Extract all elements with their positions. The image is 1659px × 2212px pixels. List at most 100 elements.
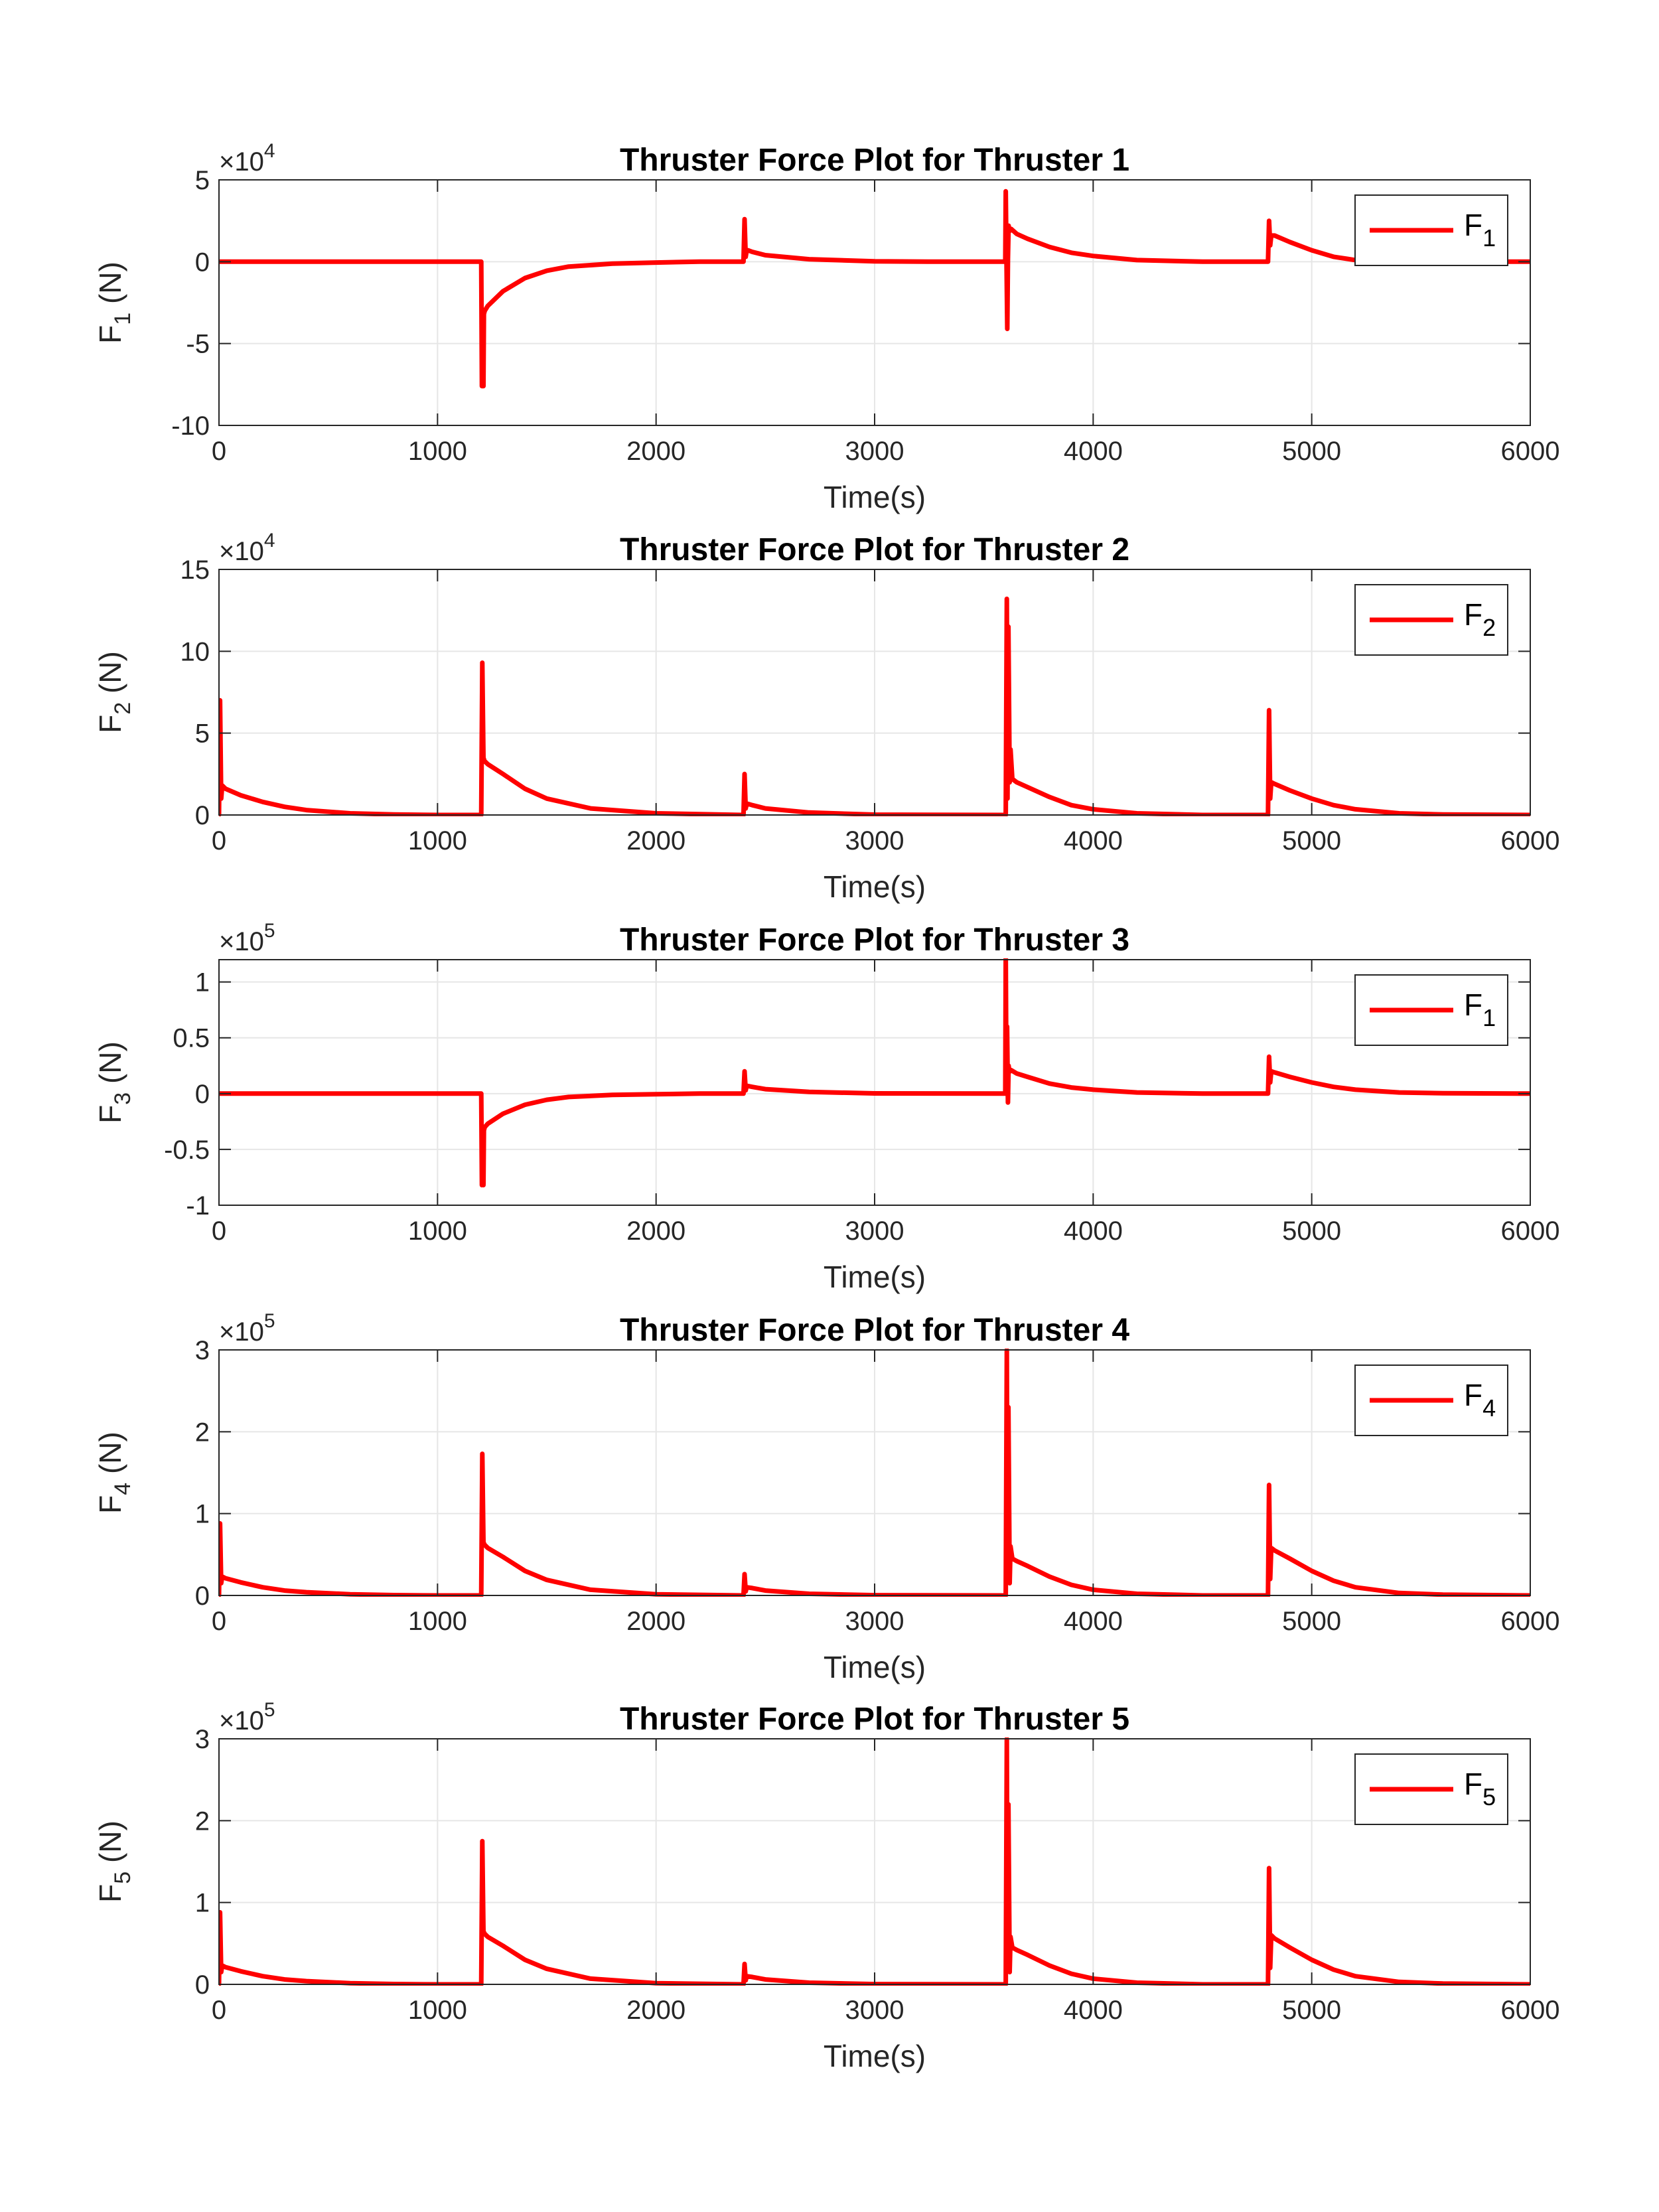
x-tick-label: 1000 <box>408 826 467 855</box>
chart-title: Thruster Force Plot for Thruster 4 <box>620 1313 1129 1348</box>
multiplier-base: ×10 <box>219 1317 264 1347</box>
y-tick-label: 1 <box>195 1500 210 1529</box>
chart-title: Thruster Force Plot for Thruster 1 <box>620 143 1129 178</box>
legend-label-main: F <box>1464 208 1482 242</box>
subplot-4: 0 1000 2000 3000 4000 5000 6000 0 1 2 3 ×105 Thruste… <box>93 1310 1559 1684</box>
y-tick-label: 5 <box>195 719 210 749</box>
y-tick-label: 10 <box>180 637 210 666</box>
legend: F4 <box>1354 1364 1508 1436</box>
x-tick-label: 0 <box>212 1996 226 2025</box>
x-tick-label: 4000 <box>1064 826 1123 855</box>
y-label-subscript: 4 <box>110 1483 135 1495</box>
legend-label-main: F <box>1464 1767 1482 1801</box>
x-tick-label: 6000 <box>1501 437 1560 466</box>
y-label-subscript: 2 <box>110 702 135 715</box>
y-axis-label: F4 (N) <box>93 1432 135 1514</box>
legend-label-subscript: 2 <box>1482 614 1496 641</box>
x-tick-label: 3000 <box>845 826 904 855</box>
chart-title: Thruster Force Plot for Thruster 5 <box>620 1702 1129 1737</box>
x-tick-label: 6000 <box>1501 1217 1560 1246</box>
y-tick-label: 15 <box>180 555 210 585</box>
x-tick-label: 5000 <box>1282 1996 1341 2025</box>
x-axis-label: Time(s) <box>824 1650 926 1684</box>
subplot-1: 0 1000 2000 3000 4000 5000 6000 -10 -5 0 5 ×104 Thru… <box>93 140 1559 514</box>
y-label-subscript: 5 <box>110 1872 135 1884</box>
y-tick-label: 3 <box>195 1336 210 1365</box>
y-label-unit: (N) <box>93 1820 127 1872</box>
x-tick-label: 0 <box>212 826 226 855</box>
y-tick-label: 2 <box>195 1806 210 1836</box>
y-tick-label: -5 <box>186 330 210 359</box>
legend-label: F5 <box>1464 1767 1496 1810</box>
x-tick-label: 4000 <box>1064 437 1123 466</box>
legend-label: F1 <box>1464 988 1496 1031</box>
multiplier-base: ×10 <box>219 147 264 177</box>
y-tick-label: 0 <box>195 1582 210 1611</box>
x-tick-label: 0 <box>212 437 226 466</box>
legend: F1 <box>1354 194 1508 266</box>
x-tick-label: 3000 <box>845 1607 904 1636</box>
x-tick-label: 6000 <box>1501 1607 1560 1636</box>
legend-label: F2 <box>1464 597 1496 641</box>
axis-multiplier: ×105 <box>219 1699 275 1735</box>
y-label-unit: (N) <box>93 1432 127 1483</box>
x-axis-label: Time(s) <box>824 869 926 904</box>
y-label-main: F <box>93 1495 127 1514</box>
y-axis-label: F3 (N) <box>93 1041 135 1124</box>
y-label-unit: (N) <box>93 261 127 313</box>
x-tick-label: 5000 <box>1282 826 1341 855</box>
multiplier-exponent: 4 <box>264 530 275 552</box>
y-label-main: F <box>93 1884 127 1903</box>
y-tick-label: 0.5 <box>173 1024 210 1053</box>
legend-label-main: F <box>1464 1378 1482 1412</box>
y-label-main: F <box>93 1105 127 1124</box>
legend-label-subscript: 5 <box>1482 1783 1496 1810</box>
multiplier-exponent: 5 <box>264 1310 275 1332</box>
x-axis-label: Time(s) <box>824 1260 926 1294</box>
chart-title: Thruster Force Plot for Thruster 3 <box>620 922 1129 958</box>
series-line-1 <box>219 188 1530 389</box>
y-tick-label: -10 <box>171 411 210 441</box>
multiplier-base: ×10 <box>219 1706 264 1735</box>
multiplier-exponent: 5 <box>264 920 275 942</box>
legend-label: F4 <box>1464 1378 1496 1422</box>
multiplier-base: ×10 <box>219 927 264 956</box>
x-tick-label: 1000 <box>408 1996 467 2025</box>
y-tick-label: 0 <box>195 248 210 277</box>
x-tick-label: 5000 <box>1282 1217 1341 1246</box>
y-tick-label: -0.5 <box>164 1136 210 1165</box>
y-label-unit: (N) <box>93 651 127 702</box>
x-axis-label: Time(s) <box>824 2039 926 2073</box>
x-tick-label: 1000 <box>408 1217 467 1246</box>
series-line-3 <box>219 958 1530 1188</box>
x-tick-label: 2000 <box>626 1607 685 1636</box>
x-tick-label: 1000 <box>408 1607 467 1636</box>
y-label-subscript: 3 <box>110 1092 135 1105</box>
y-tick-label: 0 <box>195 1080 210 1109</box>
x-tick-label: 5000 <box>1282 437 1341 466</box>
axis-multiplier: ×104 <box>219 140 275 177</box>
x-tick-label: 2000 <box>626 1996 685 2025</box>
y-tick-label: -1 <box>186 1191 210 1220</box>
axis-multiplier: ×105 <box>219 920 275 956</box>
x-tick-label: 4000 <box>1064 1217 1123 1246</box>
legend-label-subscript: 1 <box>1482 224 1496 252</box>
y-label-main: F <box>93 325 127 344</box>
legend-label-subscript: 4 <box>1482 1394 1496 1422</box>
legend-label-main: F <box>1464 597 1482 632</box>
legend-label: F1 <box>1464 208 1496 252</box>
legend-label-subscript: 1 <box>1482 1004 1496 1031</box>
multiplier-exponent: 5 <box>264 1699 275 1721</box>
x-tick-label: 0 <box>212 1607 226 1636</box>
y-axis-label: F1 (N) <box>93 261 135 344</box>
x-tick-label: 4000 <box>1064 1996 1123 2025</box>
axis-multiplier: ×105 <box>219 1310 275 1347</box>
x-tick-label: 4000 <box>1064 1607 1123 1636</box>
multiplier-base: ×10 <box>219 537 264 566</box>
subplot-3: 0 1000 2000 3000 4000 5000 6000 -1 -0.5 0 0.5 1 ×105… <box>93 920 1559 1294</box>
multiplier-exponent: 4 <box>264 140 275 162</box>
y-tick-label: 5 <box>195 166 210 195</box>
y-tick-label: 3 <box>195 1725 210 1754</box>
